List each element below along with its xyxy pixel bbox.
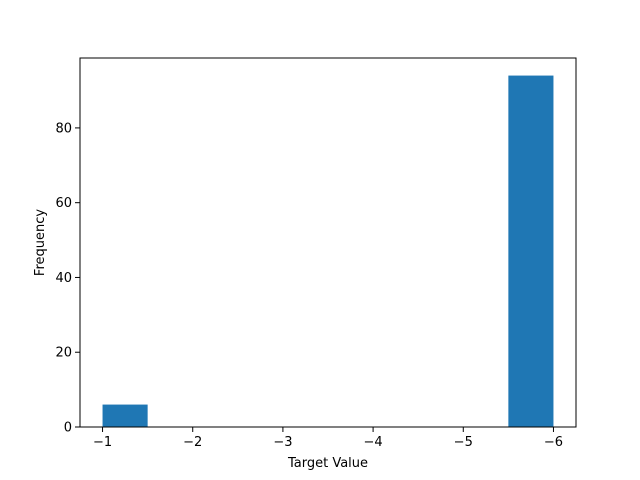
y-tick-label: 0: [64, 421, 72, 436]
histogram-bar-0: [102, 404, 148, 427]
x-axis-ticks: −1 −2 −3 −4 −5 −6: [93, 427, 563, 450]
plot-frame: [79, 57, 577, 428]
x-tick-label: −1: [93, 435, 112, 450]
x-axis-label: Target Value: [287, 456, 368, 471]
y-tick-label: 60: [55, 196, 72, 211]
x-tick-label: −6: [544, 435, 563, 450]
y-tick-label: 80: [55, 121, 72, 136]
bars-group: [102, 75, 554, 428]
x-tick-label: −4: [364, 435, 383, 450]
y-axis-ticks: 0 20 40 60 80: [55, 121, 80, 436]
x-tick-label: −2: [183, 435, 202, 450]
x-tick-label: −5: [454, 435, 473, 450]
x-tick-label: −3: [273, 435, 292, 450]
histogram-bar-9: [508, 75, 554, 428]
y-axis-label: Frequency: [33, 209, 48, 276]
y-tick-label: 20: [55, 346, 72, 361]
y-tick-label: 40: [55, 271, 72, 286]
